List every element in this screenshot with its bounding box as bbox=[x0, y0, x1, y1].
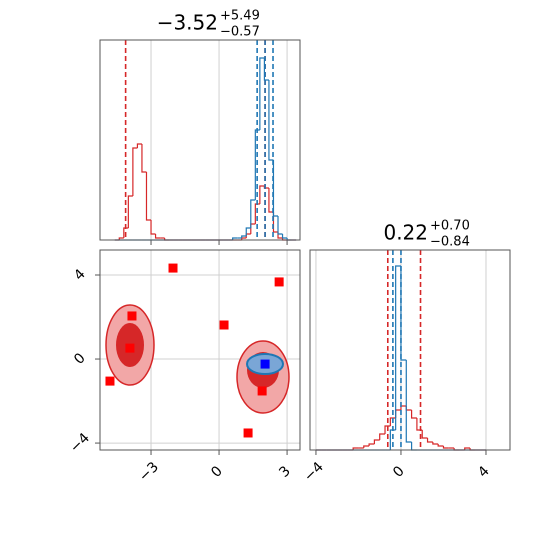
histogram-step bbox=[281, 234, 288, 239]
x-tick-label: 0 bbox=[208, 463, 226, 481]
histogram-step bbox=[442, 446, 449, 449]
histogram-step bbox=[245, 227, 251, 236]
histogram-step bbox=[272, 212, 279, 233]
point bbox=[274, 277, 284, 287]
axes-frame bbox=[309, 249, 511, 451]
point bbox=[105, 376, 115, 386]
title-upper: +5.49 bbox=[220, 9, 260, 24]
histogram-step bbox=[150, 220, 156, 235]
title-lower: −0.84 bbox=[430, 235, 470, 250]
histogram-step bbox=[405, 406, 412, 411]
point bbox=[219, 320, 229, 330]
x-tick-label: 0 bbox=[390, 463, 408, 481]
histogram-step bbox=[373, 439, 380, 444]
axes-frame bbox=[99, 39, 301, 241]
histogram-step bbox=[405, 360, 412, 443]
histogram-step bbox=[141, 144, 147, 173]
histogram-step bbox=[245, 233, 251, 238]
x-tick-label: 4 bbox=[475, 463, 493, 481]
title-upper: +0.70 bbox=[430, 219, 470, 234]
histogram-step bbox=[416, 418, 423, 431]
point bbox=[125, 343, 135, 353]
histogram-step bbox=[363, 445, 370, 448]
histogram-step bbox=[464, 447, 471, 450]
y-tick-label: 4 bbox=[71, 266, 89, 284]
histogram-step bbox=[118, 237, 124, 240]
histogram-step bbox=[395, 265, 401, 430]
axes-frame bbox=[99, 249, 301, 451]
histogram-step bbox=[432, 442, 439, 445]
y-tick-label: −4 bbox=[67, 430, 93, 456]
histogram-step bbox=[250, 223, 256, 234]
histogram-step bbox=[123, 227, 129, 238]
histogram-step bbox=[254, 203, 260, 224]
histogram-step bbox=[127, 195, 133, 228]
histogram-step bbox=[268, 188, 274, 213]
histogram-step bbox=[410, 442, 417, 451]
histogram-step bbox=[368, 443, 375, 446]
histogram-step bbox=[254, 129, 260, 200]
histogram-step bbox=[136, 143, 142, 148]
point bbox=[168, 263, 178, 273]
histogram-step bbox=[259, 57, 265, 130]
histogram-step bbox=[379, 433, 386, 440]
histogram-step bbox=[410, 410, 417, 419]
histogram-step bbox=[232, 237, 238, 240]
x-tick-label: −4 bbox=[301, 459, 327, 485]
histogram-step bbox=[259, 185, 265, 204]
point bbox=[260, 359, 270, 369]
histogram-step bbox=[421, 430, 428, 439]
histogram-step bbox=[437, 444, 444, 447]
histogram-step bbox=[250, 199, 256, 228]
point bbox=[127, 311, 137, 321]
histogram-step bbox=[145, 172, 152, 221]
histogram-step bbox=[352, 447, 359, 450]
histogram-step bbox=[154, 234, 161, 239]
x-tick-label: −3 bbox=[136, 459, 162, 485]
y-tick-label: 0 bbox=[71, 350, 89, 368]
histogram-step bbox=[241, 235, 247, 238]
histogram-step bbox=[272, 160, 279, 217]
histogram-step bbox=[277, 216, 283, 235]
title-lower: −0.57 bbox=[220, 25, 260, 40]
histogram-step bbox=[389, 429, 396, 450]
histogram-step bbox=[400, 266, 407, 361]
point bbox=[257, 386, 267, 396]
panel-title: −3.52 bbox=[157, 11, 218, 35]
histogram-step bbox=[277, 232, 283, 239]
histogram-step bbox=[268, 80, 274, 161]
panel-title: 0.22 bbox=[383, 221, 428, 245]
histogram-step bbox=[389, 417, 396, 426]
point bbox=[243, 428, 253, 438]
histogram-step bbox=[426, 438, 433, 443]
x-tick-label: 3 bbox=[276, 463, 294, 481]
histogram-step bbox=[132, 147, 138, 196]
